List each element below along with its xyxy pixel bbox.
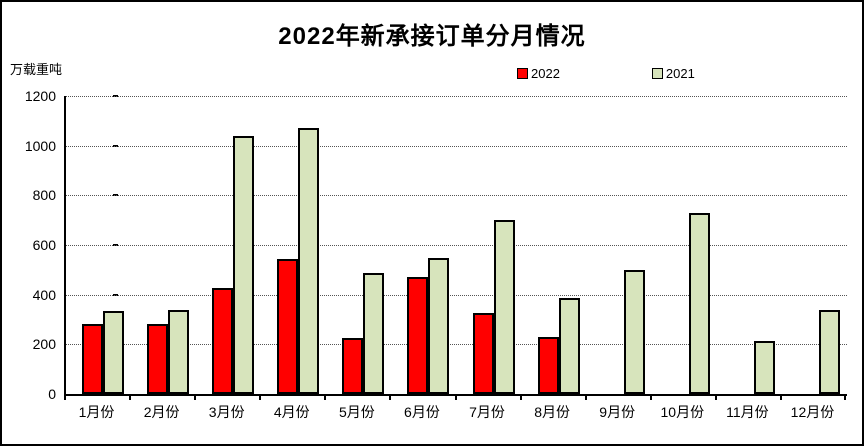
- x-tick-label-9: 9月份: [599, 404, 636, 420]
- legend-swatch-2022: [517, 68, 528, 79]
- x-tick-mark-8: [585, 394, 587, 400]
- y-tick-label-400: 400: [32, 286, 56, 303]
- x-tick-label-10: 10月份: [660, 404, 705, 420]
- x-tick-label-8: 8月份: [534, 404, 571, 420]
- bar-2022-3月份: [212, 288, 233, 394]
- gridline-y-600: [66, 245, 847, 246]
- x-tick-label-7: 7月份: [469, 404, 505, 420]
- x-tick-label-4: 4月份: [273, 404, 310, 420]
- x-tick-mark-7: [520, 394, 522, 400]
- gridline-y-1000: [66, 145, 847, 147]
- bar-2021-9月份: [624, 270, 645, 394]
- bar-2022-1月份: [82, 324, 103, 394]
- legend-swatch-2021: [651, 68, 663, 79]
- legend: 2022 2021: [517, 66, 695, 81]
- x-tick-label-1: 1月份: [78, 404, 115, 420]
- bar-2022-4月份: [277, 259, 298, 394]
- y-axis-labels: 0 200 400 600 800 1000 1200: [2, 88, 118, 402]
- x-axis-labels: 1月份 2月份 3月份 4月份 5月份 6月份 7月份 8月份 9月份 10月份 11月份 12月份: [64, 394, 846, 422]
- x-tick-mark-0: [64, 394, 66, 400]
- x-tick-label-12: 12月份: [790, 404, 835, 420]
- bar-2022-5月份: [342, 338, 363, 394]
- y-tick-label-600: 600: [32, 237, 56, 253]
- x-tick-label-2: 2月份: [143, 404, 180, 420]
- bar-2022-8月份: [538, 337, 559, 394]
- x-tick-mark-6: [455, 394, 457, 400]
- y-tick-label-0: 0: [48, 386, 56, 402]
- y-tick-label-200: 200: [32, 336, 56, 353]
- chart-title: 2022年新承接订单分月情况: [278, 23, 586, 50]
- bar-2021-12月份: [819, 310, 840, 394]
- bar-2022-2月份: [147, 324, 168, 394]
- x-tick-mark-1: [129, 394, 131, 400]
- bar-2021-11月份: [754, 341, 775, 394]
- x-tick-mark-3: [259, 394, 261, 400]
- bar-2021-10月份: [689, 213, 710, 394]
- bar-2022-7月份: [473, 313, 494, 394]
- bar-2021-8月份: [559, 298, 580, 394]
- y-tick-label-1000: 1000: [24, 137, 56, 154]
- x-tick-mark-9: [650, 394, 652, 400]
- gridline-y-400: [66, 294, 847, 296]
- gridline-y-1200: [66, 96, 847, 97]
- x-tick-label-5: 5月份: [338, 404, 375, 420]
- x-tick-mark-11: [780, 394, 782, 400]
- x-tick-label-6: 6月份: [404, 404, 440, 420]
- gridline-y-200: [66, 344, 847, 346]
- x-tick-mark-12: [844, 394, 846, 400]
- x-tick-mark-2: [194, 394, 196, 400]
- legend-item-2022: 2022: [517, 66, 560, 81]
- bar-2022-6月份: [407, 277, 428, 394]
- x-tick-label-3: 3月份: [208, 404, 245, 420]
- y-tick-label-1200: 1200: [24, 88, 56, 104]
- y-axis-unit-label: 万载重吨: [10, 62, 63, 77]
- bar-2021-5月份: [363, 273, 384, 394]
- bar-2021-7月份: [494, 220, 515, 394]
- bar-2021-1月份: [103, 311, 124, 394]
- x-tick-mark-10: [715, 394, 717, 400]
- bar-2021-6月份: [428, 258, 449, 394]
- x-tick-label-11: 11月份: [726, 404, 769, 420]
- x-tick-mark-5: [389, 394, 391, 400]
- plot-area: [64, 96, 847, 396]
- legend-item-2021: 2021: [651, 66, 695, 81]
- legend-label-2021: 2021: [665, 66, 695, 81]
- x-tick-mark-4: [324, 394, 326, 400]
- y-tick-label-800: 800: [32, 187, 56, 204]
- legend-label-2022: 2022: [531, 66, 560, 81]
- bar-2021-3月份: [233, 136, 254, 394]
- bar-2021-4月份: [298, 128, 319, 394]
- gridline-y-800: [66, 195, 847, 197]
- bar-2021-2月份: [168, 310, 189, 394]
